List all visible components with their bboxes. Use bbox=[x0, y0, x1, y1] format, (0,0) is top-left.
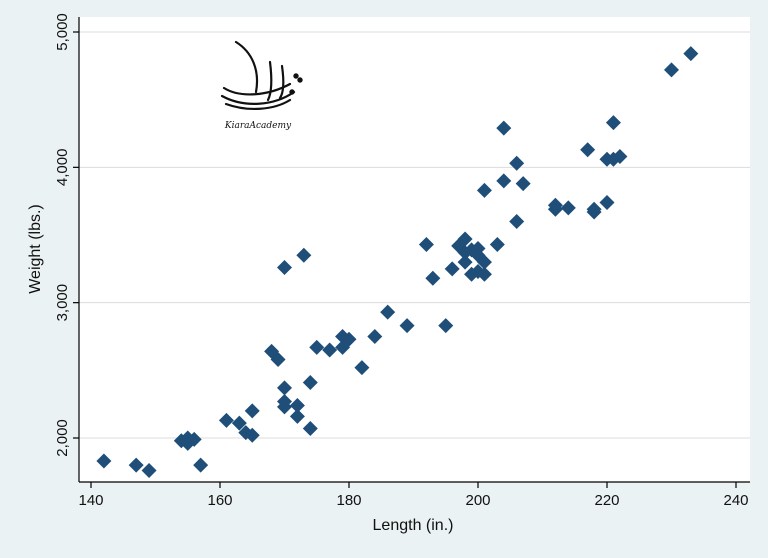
data-point bbox=[296, 247, 312, 263]
data-point bbox=[515, 176, 531, 192]
data-point bbox=[580, 142, 596, 158]
x-tick-label: 180 bbox=[336, 492, 361, 509]
data-point bbox=[302, 375, 318, 391]
data-point bbox=[244, 427, 260, 443]
data-point bbox=[476, 266, 492, 282]
data-point bbox=[289, 398, 305, 414]
data-point bbox=[341, 331, 357, 347]
data-point bbox=[476, 182, 492, 198]
data-point bbox=[683, 46, 699, 62]
data-point bbox=[277, 259, 292, 275]
data-point bbox=[380, 304, 396, 320]
data-point bbox=[309, 339, 325, 355]
data-point bbox=[496, 173, 512, 189]
data-point bbox=[586, 201, 602, 217]
data-point bbox=[399, 318, 415, 334]
axes bbox=[78, 17, 750, 483]
data-point bbox=[605, 115, 621, 131]
data-point bbox=[599, 195, 615, 211]
x-tick-label: 240 bbox=[723, 492, 748, 509]
tick-marks: 2,000 3,000 4,000 5,000 140 160 180 200 220 240 bbox=[54, 13, 749, 509]
data-point bbox=[438, 318, 454, 334]
data-point bbox=[96, 453, 112, 469]
data-points bbox=[96, 46, 699, 478]
logo: KiaraAcademy bbox=[220, 40, 303, 131]
x-tick-label: 220 bbox=[594, 492, 619, 509]
logo-text: KiaraAcademy bbox=[224, 121, 292, 131]
x-tick-label: 200 bbox=[465, 492, 490, 509]
x-axis-label: Length (in.) bbox=[373, 517, 454, 534]
data-point bbox=[457, 231, 473, 247]
data-point bbox=[489, 236, 505, 252]
y-axis-label: Weight (lbs.) bbox=[27, 204, 44, 294]
x-tick-label: 160 bbox=[207, 492, 232, 509]
plot-area bbox=[79, 17, 750, 482]
data-point bbox=[457, 254, 473, 270]
data-point bbox=[418, 236, 434, 252]
data-point bbox=[547, 197, 563, 213]
y-tick-label: 4,000 bbox=[54, 149, 71, 187]
y-tick-label: 5,000 bbox=[54, 13, 71, 51]
data-point bbox=[444, 261, 460, 277]
calligraphy-logo-icon bbox=[220, 40, 303, 111]
data-point bbox=[302, 421, 318, 437]
data-point bbox=[186, 431, 202, 447]
data-point bbox=[141, 462, 157, 478]
data-point bbox=[425, 270, 441, 286]
data-point bbox=[193, 457, 209, 473]
y-tick-label: 2,000 bbox=[54, 419, 71, 457]
data-point bbox=[560, 200, 576, 216]
data-point bbox=[664, 62, 679, 78]
data-point bbox=[322, 342, 338, 358]
data-point bbox=[128, 457, 144, 473]
data-point bbox=[354, 360, 370, 376]
data-point bbox=[509, 213, 525, 229]
data-point bbox=[476, 254, 492, 270]
data-point bbox=[612, 149, 628, 165]
data-point bbox=[496, 120, 512, 136]
x-tick-label: 140 bbox=[78, 492, 103, 509]
data-point bbox=[509, 155, 525, 171]
data-point bbox=[231, 415, 247, 431]
y-tick-label: 3,000 bbox=[54, 284, 71, 322]
gridlines bbox=[79, 31, 750, 439]
data-point bbox=[367, 329, 383, 344]
data-point bbox=[277, 380, 292, 396]
data-point bbox=[218, 412, 234, 428]
data-point bbox=[289, 408, 305, 424]
data-point bbox=[270, 352, 286, 368]
data-point bbox=[244, 403, 260, 419]
data-point bbox=[277, 399, 292, 415]
